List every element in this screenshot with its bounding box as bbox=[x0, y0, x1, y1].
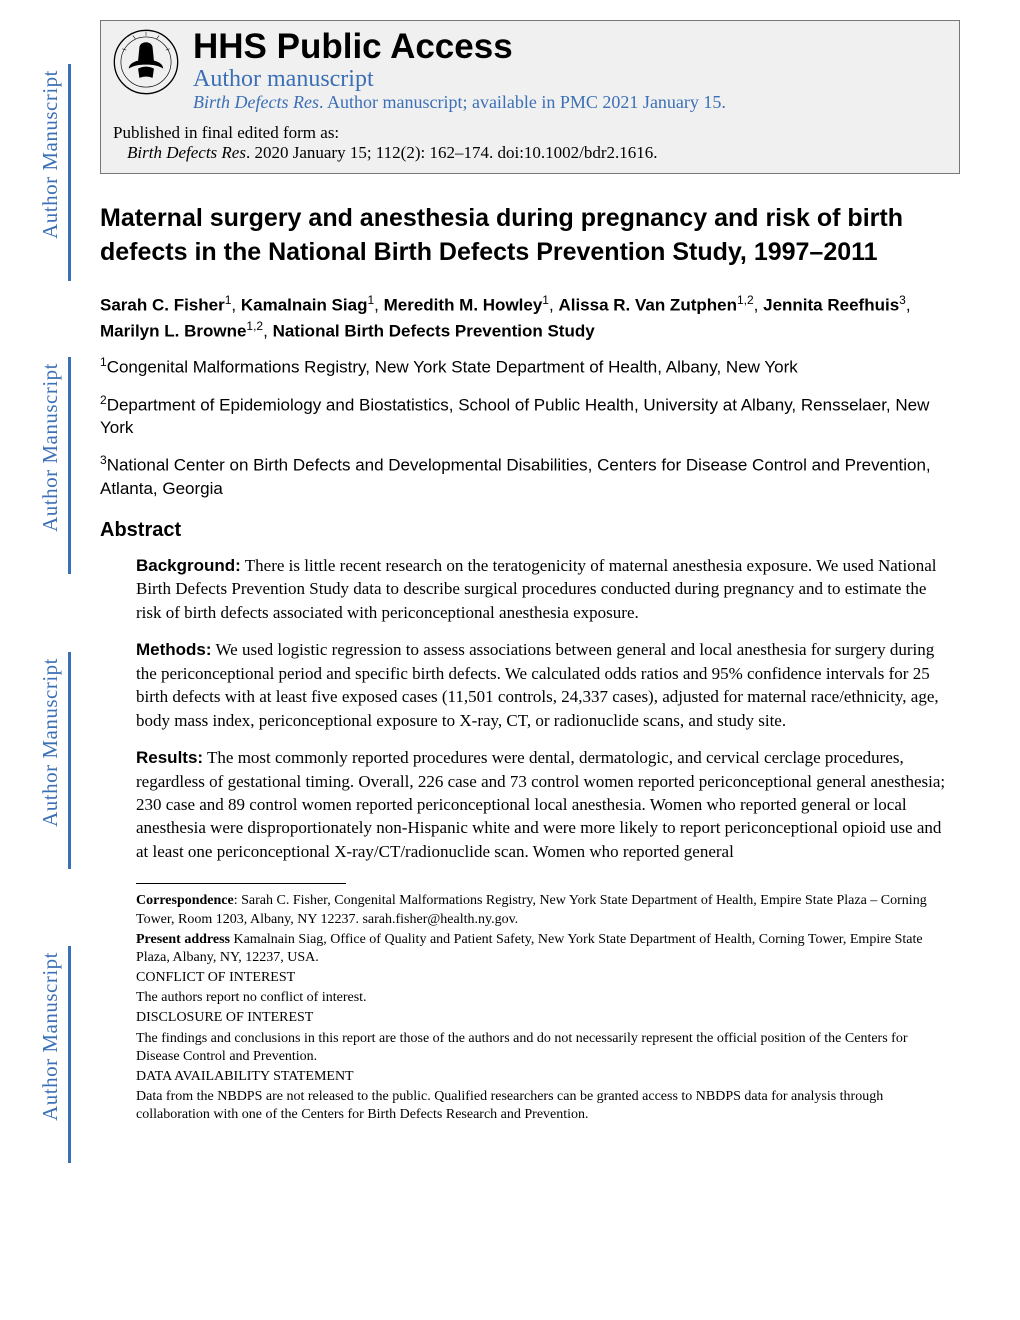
affiliation: 3National Center on Birth Defects and De… bbox=[100, 452, 960, 501]
article-title: Maternal surgery and anesthesia during p… bbox=[100, 202, 960, 270]
published-citation: Birth Defects Res. 2020 January 15; 112(… bbox=[127, 143, 947, 163]
published-intro: Published in final edited form as: bbox=[113, 123, 947, 143]
disclosure-heading: DISCLOSURE OF INTEREST bbox=[136, 1009, 950, 1027]
author-manuscript-watermark: Author Manuscript bbox=[38, 70, 66, 239]
author-manuscript-watermark: Author Manuscript bbox=[38, 952, 66, 1121]
author: Meredith M. Howley bbox=[384, 295, 543, 314]
author: Sarah C. Fisher bbox=[100, 295, 225, 314]
author-separator: , bbox=[374, 295, 383, 314]
author-affil-sup: 3 bbox=[899, 293, 906, 307]
abstract-paragraph: Results: The most commonly reported proc… bbox=[136, 746, 950, 863]
abstract-lead: Background: bbox=[136, 556, 241, 575]
affiliation: 2Department of Epidemiology and Biostati… bbox=[100, 392, 960, 441]
affiliation-number: 3 bbox=[100, 453, 107, 467]
abstract-text: There is little recent research on the t… bbox=[136, 556, 937, 622]
footnote-correspondence: Correspondence: Sarah C. Fisher, Congeni… bbox=[136, 892, 950, 928]
hhs-brand-title: HHS Public Access bbox=[193, 29, 947, 66]
author-list: Sarah C. Fisher1, Kamalnain Siag1, Mered… bbox=[100, 292, 960, 345]
author-separator: , bbox=[263, 322, 272, 341]
abstract-body: Background: There is little recent resea… bbox=[136, 554, 950, 863]
watermark-bar bbox=[68, 64, 71, 281]
author-affil-sup: 1,2 bbox=[246, 319, 263, 333]
disclosure-text: The findings and conclusions in this rep… bbox=[136, 1030, 950, 1066]
affiliation-text: Department of Epidemiology and Biostatis… bbox=[100, 395, 929, 437]
abstract-text: The most commonly reported procedures we… bbox=[136, 748, 945, 861]
author-affil-sup: 1,2 bbox=[737, 293, 754, 307]
abstract-paragraph: Methods: We used logistic regression to … bbox=[136, 638, 950, 732]
affiliation: 1Congenital Malformations Registry, New … bbox=[100, 354, 960, 380]
present-label: Present address bbox=[136, 932, 230, 947]
author: National Birth Defects Prevention Study bbox=[273, 322, 595, 341]
watermark-bar bbox=[68, 357, 71, 574]
journal-avail: . Author manuscript; available in PMC 20… bbox=[319, 92, 726, 112]
author-affil-sup: 1 bbox=[542, 293, 549, 307]
author: Alissa R. Van Zutphen bbox=[558, 295, 737, 314]
watermark-bar bbox=[68, 652, 71, 869]
journal-abbrev: Birth Defects Res bbox=[193, 92, 319, 112]
citation-journal: Birth Defects Res bbox=[127, 143, 246, 162]
author-manuscript-watermark: Author Manuscript bbox=[38, 658, 66, 827]
author: Kamalnain Siag bbox=[241, 295, 368, 314]
page-content: HHS Public Access Author manuscript Birt… bbox=[100, 0, 960, 1125]
citation-rest: . 2020 January 15; 112(2): 162–174. doi:… bbox=[246, 143, 658, 162]
footnote-rule bbox=[136, 883, 346, 884]
watermark-bar bbox=[68, 946, 71, 1163]
data-avail-heading: DATA AVAILABILITY STATEMENT bbox=[136, 1068, 950, 1086]
author-separator: , bbox=[754, 295, 763, 314]
data-avail-text: Data from the NBDPS are not released to … bbox=[136, 1088, 950, 1124]
present-text: Kamalnain Siag, Office of Quality and Pa… bbox=[136, 932, 923, 965]
hhs-subtitle: Author manuscript bbox=[193, 66, 947, 92]
abstract-paragraph: Background: There is little recent resea… bbox=[136, 554, 950, 624]
correspondence-text: : Sarah C. Fisher, Congenital Malformati… bbox=[136, 893, 927, 926]
header-top: HHS Public Access Author manuscript Birt… bbox=[113, 29, 947, 113]
abstract-heading: Abstract bbox=[100, 519, 960, 542]
hhs-journal-line: Birth Defects Res. Author manuscript; av… bbox=[193, 92, 947, 113]
author-manuscript-watermark: Author Manuscript bbox=[38, 363, 66, 532]
affiliation-list: 1Congenital Malformations Registry, New … bbox=[100, 354, 960, 501]
coi-text: The authors report no conflict of intere… bbox=[136, 989, 950, 1007]
footnotes: Correspondence: Sarah C. Fisher, Congeni… bbox=[136, 892, 950, 1124]
coi-heading: CONFLICT OF INTEREST bbox=[136, 969, 950, 987]
author: Jennita Reefhuis bbox=[763, 295, 899, 314]
abstract-text: We used logistic regression to assess as… bbox=[136, 640, 939, 729]
header-box: HHS Public Access Author manuscript Birt… bbox=[100, 20, 960, 174]
affiliation-text: National Center on Birth Defects and Dev… bbox=[100, 456, 931, 498]
header-titles: HHS Public Access Author manuscript Birt… bbox=[193, 29, 947, 113]
abstract-lead: Methods: bbox=[136, 640, 212, 659]
hhs-seal-icon bbox=[113, 29, 179, 95]
abstract-lead: Results: bbox=[136, 748, 203, 767]
author-separator: , bbox=[231, 295, 240, 314]
affiliation-text: Congenital Malformations Registry, New Y… bbox=[107, 358, 798, 377]
author: Marilyn L. Browne bbox=[100, 322, 246, 341]
author-separator: , bbox=[906, 295, 911, 314]
affiliation-number: 1 bbox=[100, 355, 107, 369]
correspondence-label: Correspondence bbox=[136, 893, 234, 908]
affiliation-number: 2 bbox=[100, 393, 107, 407]
footnote-present-address: Present address Kamalnain Siag, Office o… bbox=[136, 931, 950, 967]
